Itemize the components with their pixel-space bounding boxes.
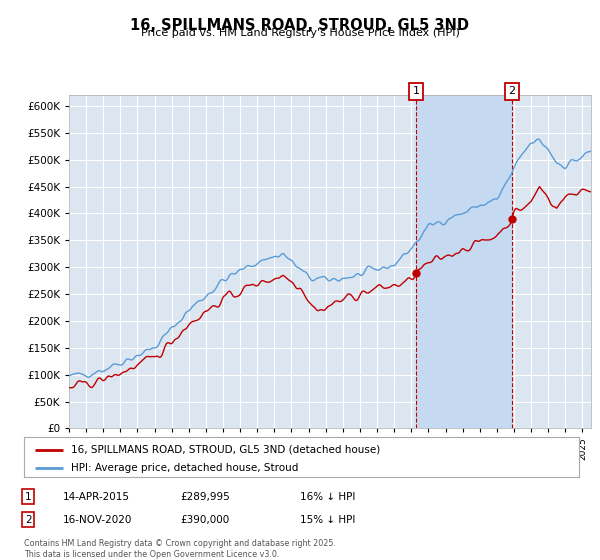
Text: 2: 2 [508,86,515,96]
Text: 16% ↓ HPI: 16% ↓ HPI [300,492,355,502]
Text: HPI: Average price, detached house, Stroud: HPI: Average price, detached house, Stro… [71,463,299,473]
Text: 16-NOV-2020: 16-NOV-2020 [63,515,133,525]
Text: £390,000: £390,000 [180,515,229,525]
Bar [416,95,512,428]
Text: £289,995: £289,995 [180,492,230,502]
Text: Contains HM Land Registry data © Crown copyright and database right 2025.
This d: Contains HM Land Registry data © Crown c… [24,539,336,559]
Text: 1: 1 [25,492,32,502]
Text: 15% ↓ HPI: 15% ↓ HPI [300,515,355,525]
Point [507,214,517,223]
Text: Price paid vs. HM Land Registry's House Price Index (HPI): Price paid vs. HM Land Registry's House … [140,28,460,38]
Point [411,268,421,277]
Text: 2: 2 [25,515,32,525]
Text: 16, SPILLMANS ROAD, STROUD, GL5 3ND (detached house): 16, SPILLMANS ROAD, STROUD, GL5 3ND (det… [71,445,380,455]
Text: 1: 1 [413,86,419,96]
Text: 14-APR-2015: 14-APR-2015 [63,492,130,502]
Text: 16, SPILLMANS ROAD, STROUD, GL5 3ND: 16, SPILLMANS ROAD, STROUD, GL5 3ND [131,18,470,33]
